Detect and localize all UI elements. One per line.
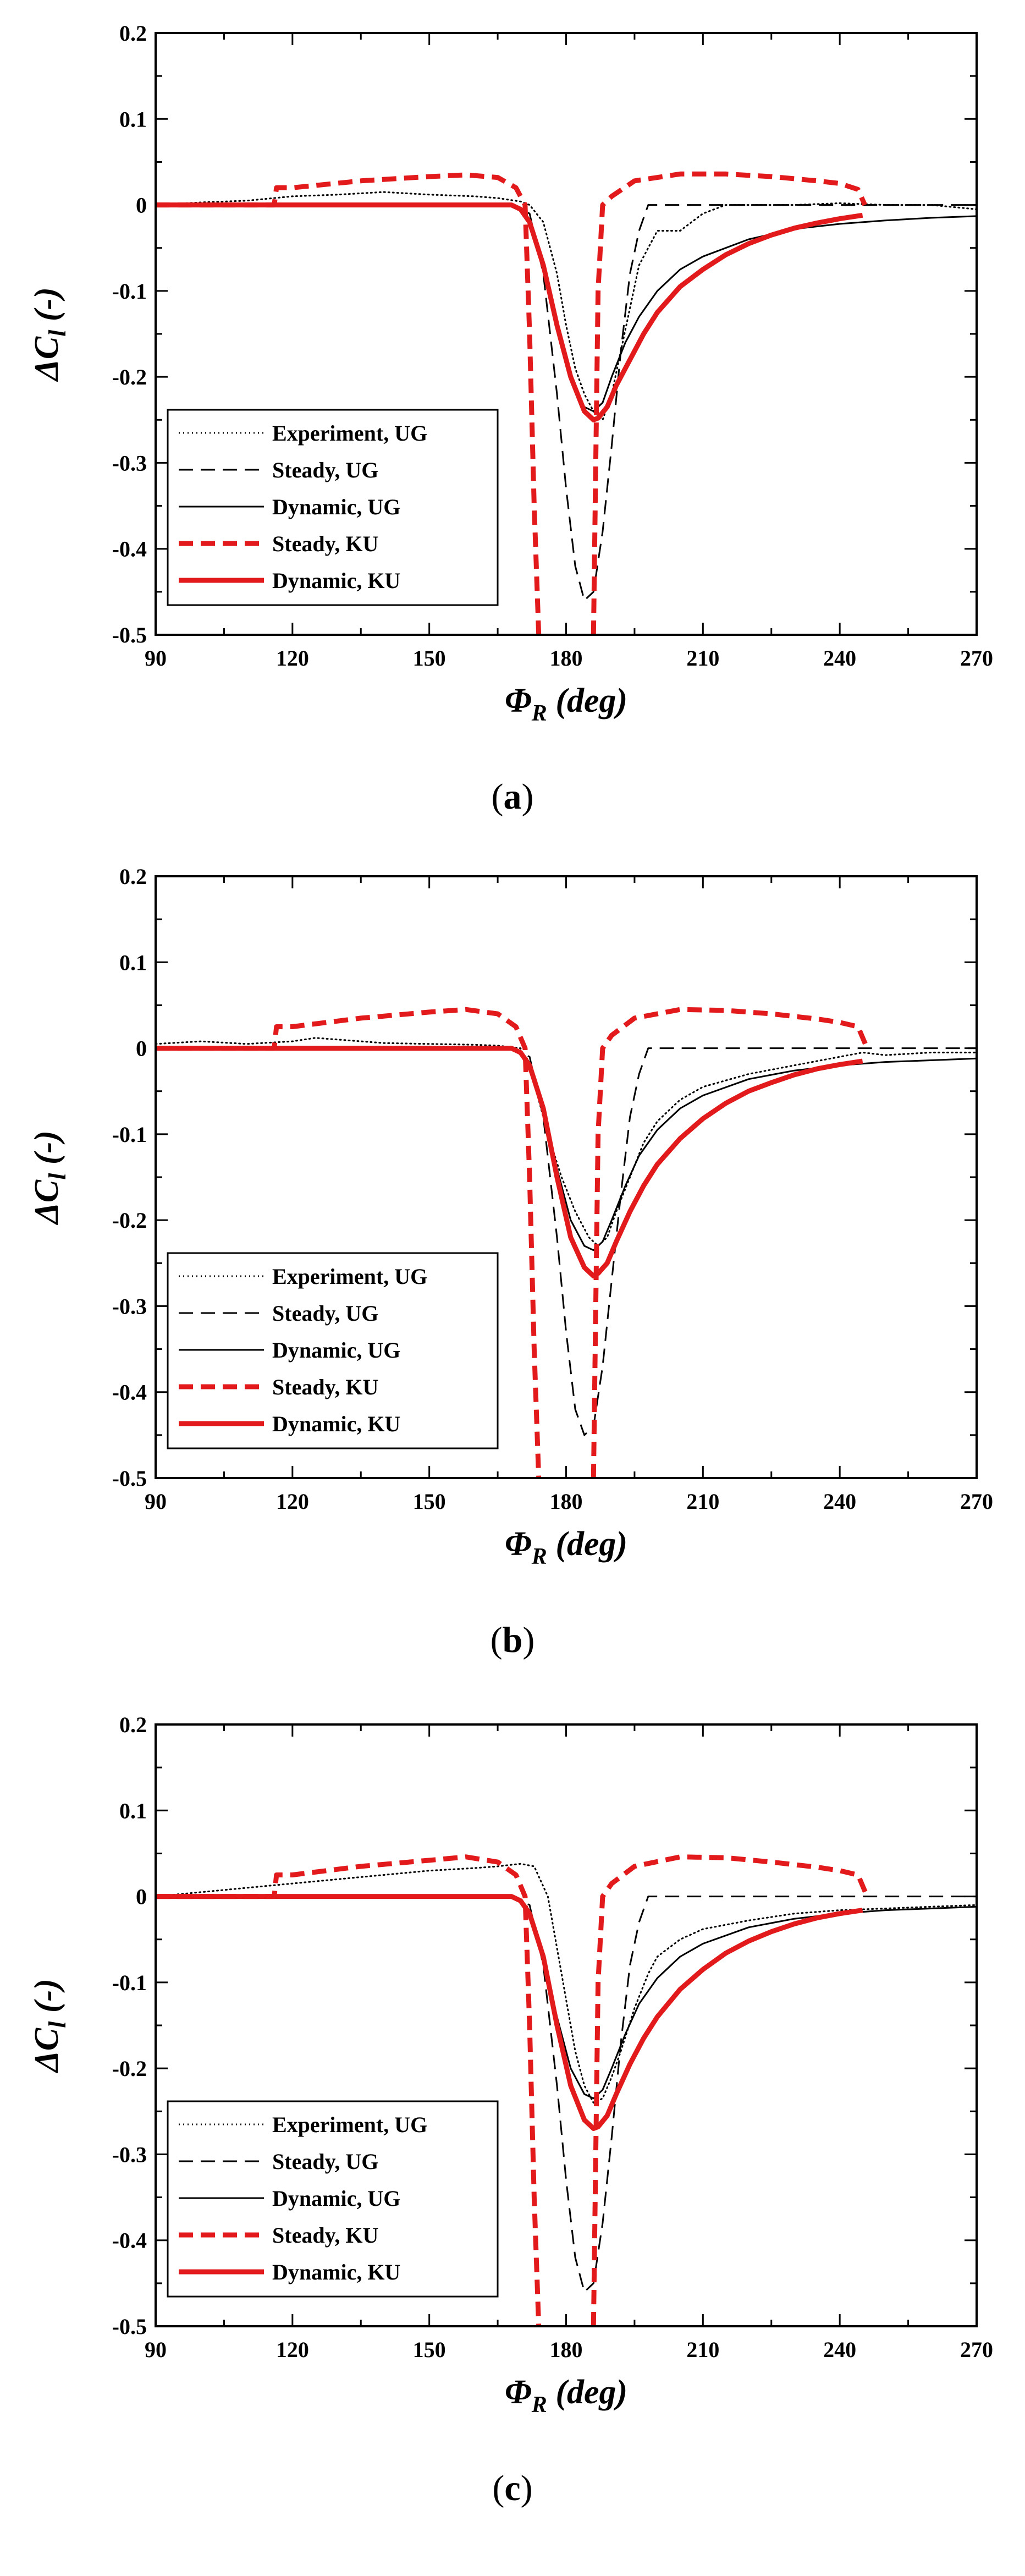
x-tick-label: 270 [960, 1489, 993, 1514]
series-dynamic-ku-line [156, 202, 863, 422]
legend-label: Dynamic, UG [272, 1338, 400, 1363]
series-experiment-ug-line [156, 191, 977, 421]
series-group [156, 1854, 977, 2326]
series-experiment-ug-line [156, 1037, 977, 1247]
y-axis-label: ΔCl (-) [28, 1130, 71, 1226]
series-experiment-ug-line [156, 1863, 977, 2104]
plot-frame [155, 1723, 978, 2327]
x-tick-label: 270 [960, 646, 993, 671]
legend-label: Steady, UG [272, 2149, 378, 2174]
series-dynamic-ku-line [156, 1894, 863, 2131]
x-axis-label: ΦR (deg) [505, 2374, 627, 2418]
series-steady-ku-line-2 [591, 1007, 870, 1478]
legend-label: Steady, UG [272, 458, 378, 482]
legend-label: Experiment, UG [272, 421, 427, 446]
y-tick-label: -0.1 [112, 1122, 147, 1147]
y-tick-label: 0.2 [119, 21, 147, 46]
y-tick-label: -0.5 [112, 623, 147, 647]
series-steady-ku-line [156, 1854, 542, 2326]
x-tick-label: 180 [550, 2337, 583, 2362]
x-tick-label: 90 [145, 646, 167, 671]
x-tick-label: 120 [276, 2337, 309, 2362]
legend-label: Steady, KU [272, 1375, 378, 1399]
y-tick-label: 0 [136, 193, 147, 218]
x-tick-label: 120 [276, 646, 309, 671]
y-tick-label: 0 [136, 1885, 147, 1909]
legend-label: Steady, KU [272, 531, 378, 556]
legend-label: Dynamic, KU [272, 1411, 400, 1436]
y-tick-label: 0.1 [119, 1798, 147, 1823]
y-tick-label: -0.4 [112, 1380, 147, 1405]
legend-label: Steady, UG [272, 1301, 378, 1326]
y-tick-label: 0.2 [119, 864, 147, 889]
y-tick-label: -0.3 [112, 1294, 147, 1319]
legend-label: Dynamic, UG [272, 2186, 400, 2211]
y-tick-label: -0.2 [112, 2056, 147, 2081]
x-tick-label: 240 [823, 1489, 856, 1514]
x-tick-label: 120 [276, 1489, 309, 1514]
x-axis-label: ΦR (deg) [505, 682, 627, 726]
legend-label: Dynamic, KU [272, 2260, 400, 2284]
y-tick-label: -0.3 [112, 451, 147, 475]
y-tick-label: -0.1 [112, 1970, 147, 1995]
x-tick-label: 90 [145, 1489, 167, 1514]
y-tick-label: 0.1 [119, 950, 147, 975]
y-tick-label: -0.2 [112, 365, 147, 389]
y-tick-label: -0.4 [112, 2228, 147, 2253]
series-dynamic-ku-line [156, 1046, 863, 1279]
y-tick-label: -0.2 [112, 1208, 147, 1233]
legend-label: Steady, KU [272, 2223, 378, 2248]
chart-panel-c: 0.2 0.1 0 -0.1 -0.2 -0.3 -0.4 -0.590 120 150 180 21… [28, 1712, 993, 2508]
series-steady-ku-line [156, 172, 542, 635]
y-tick-label: -0.4 [112, 537, 147, 562]
legend-label: Experiment, UG [272, 2112, 427, 2137]
y-axis-label: ΔCl (-) [28, 287, 71, 382]
legend-label: Dynamic, UG [272, 495, 400, 519]
x-tick-label: 90 [145, 2337, 167, 2362]
x-tick-label: 150 [413, 1489, 446, 1514]
legend-label: Dynamic, KU [272, 568, 400, 593]
series-group [156, 171, 977, 635]
x-tick-label: 270 [960, 2337, 993, 2362]
y-tick-label: -0.3 [112, 2142, 147, 2167]
y-tick-label: 0.1 [119, 107, 147, 131]
series-group [156, 1007, 977, 1478]
series-steady-ku-line [156, 1007, 542, 1478]
y-tick-label: -0.5 [112, 2314, 147, 2339]
x-tick-label: 240 [823, 2337, 856, 2362]
chart-panel-b: 0.2 0.1 0 -0.1 -0.2 -0.3 -0.4 -0.590 120 150 180 21… [28, 864, 993, 1660]
series-steady-ku-line-2 [591, 1854, 870, 2326]
panel-caption: (b) [491, 1620, 535, 1660]
x-tick-label: 180 [550, 646, 583, 671]
chart-panel-a: 0.2 0.1 0 -0.1 -0.2 -0.3 -0.4 -0.590 120 150 180 21… [28, 21, 993, 817]
x-axis-label: ΦR (deg) [505, 1525, 627, 1569]
x-tick-label: 210 [686, 2337, 719, 2362]
y-tick-label: 0 [136, 1036, 147, 1061]
plot-frame [155, 32, 978, 636]
plot-frame [155, 875, 978, 1479]
x-tick-label: 150 [413, 2337, 446, 2362]
y-tick-label: -0.1 [112, 279, 147, 304]
legend-label: Experiment, UG [272, 1264, 427, 1289]
y-tick-label: -0.5 [112, 1466, 147, 1491]
series-steady-ku-line-2 [591, 171, 867, 635]
x-tick-label: 210 [686, 646, 719, 671]
x-tick-label: 210 [686, 1489, 719, 1514]
y-axis-label: ΔCl (-) [28, 1979, 71, 2074]
y-tick-label: 0.2 [119, 1712, 147, 1737]
x-tick-label: 150 [413, 646, 446, 671]
panel-caption: (c) [492, 2468, 532, 2508]
x-tick-label: 240 [823, 646, 856, 671]
x-tick-label: 180 [550, 1489, 583, 1514]
series-dynamic-ug-line [156, 204, 977, 413]
panel-caption: (a) [492, 777, 534, 817]
